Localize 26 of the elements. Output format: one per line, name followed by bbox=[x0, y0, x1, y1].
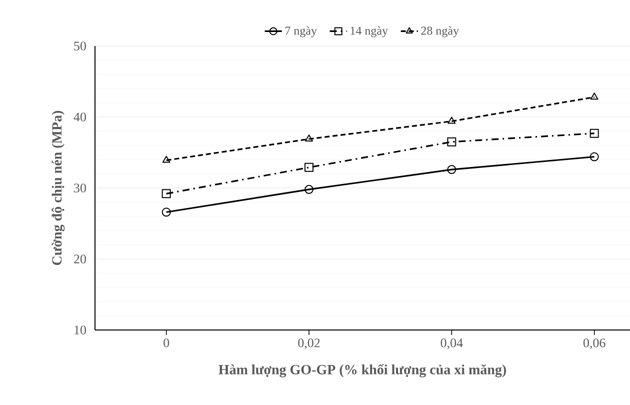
point bbox=[304, 184, 314, 194]
y-axis-title: Cường độ chịu nén (MPa) bbox=[52, 110, 65, 266]
point bbox=[305, 134, 313, 142]
x-tick-label: 0,06 bbox=[583, 338, 606, 350]
point bbox=[590, 92, 598, 100]
legend-label: 14 ngày bbox=[350, 26, 388, 38]
y-tick-label: 40 bbox=[74, 112, 86, 122]
point bbox=[448, 116, 456, 124]
y-tick-label: 30 bbox=[74, 184, 86, 192]
point bbox=[447, 137, 456, 146]
point bbox=[162, 189, 171, 198]
x-tick-label: 0,04 bbox=[440, 338, 463, 350]
point bbox=[162, 208, 171, 217]
y-tick-label: 10 bbox=[74, 326, 86, 334]
point bbox=[447, 165, 456, 174]
point bbox=[590, 152, 599, 162]
y-tick-label: 50 bbox=[74, 42, 86, 50]
x-tick-label: 0 bbox=[164, 338, 170, 348]
legend-label: 28 ngày bbox=[421, 26, 459, 38]
point bbox=[304, 162, 314, 172]
point bbox=[590, 128, 599, 138]
legend-label: 7 ngày bbox=[285, 26, 317, 38]
x-tick-label: 0,02 bbox=[298, 338, 320, 350]
x-axis-title: Hàm lượng GO-GP (% khối lượng của xi măng) bbox=[218, 364, 506, 378]
y-tick-label: 20 bbox=[74, 254, 86, 264]
point bbox=[162, 156, 170, 163]
